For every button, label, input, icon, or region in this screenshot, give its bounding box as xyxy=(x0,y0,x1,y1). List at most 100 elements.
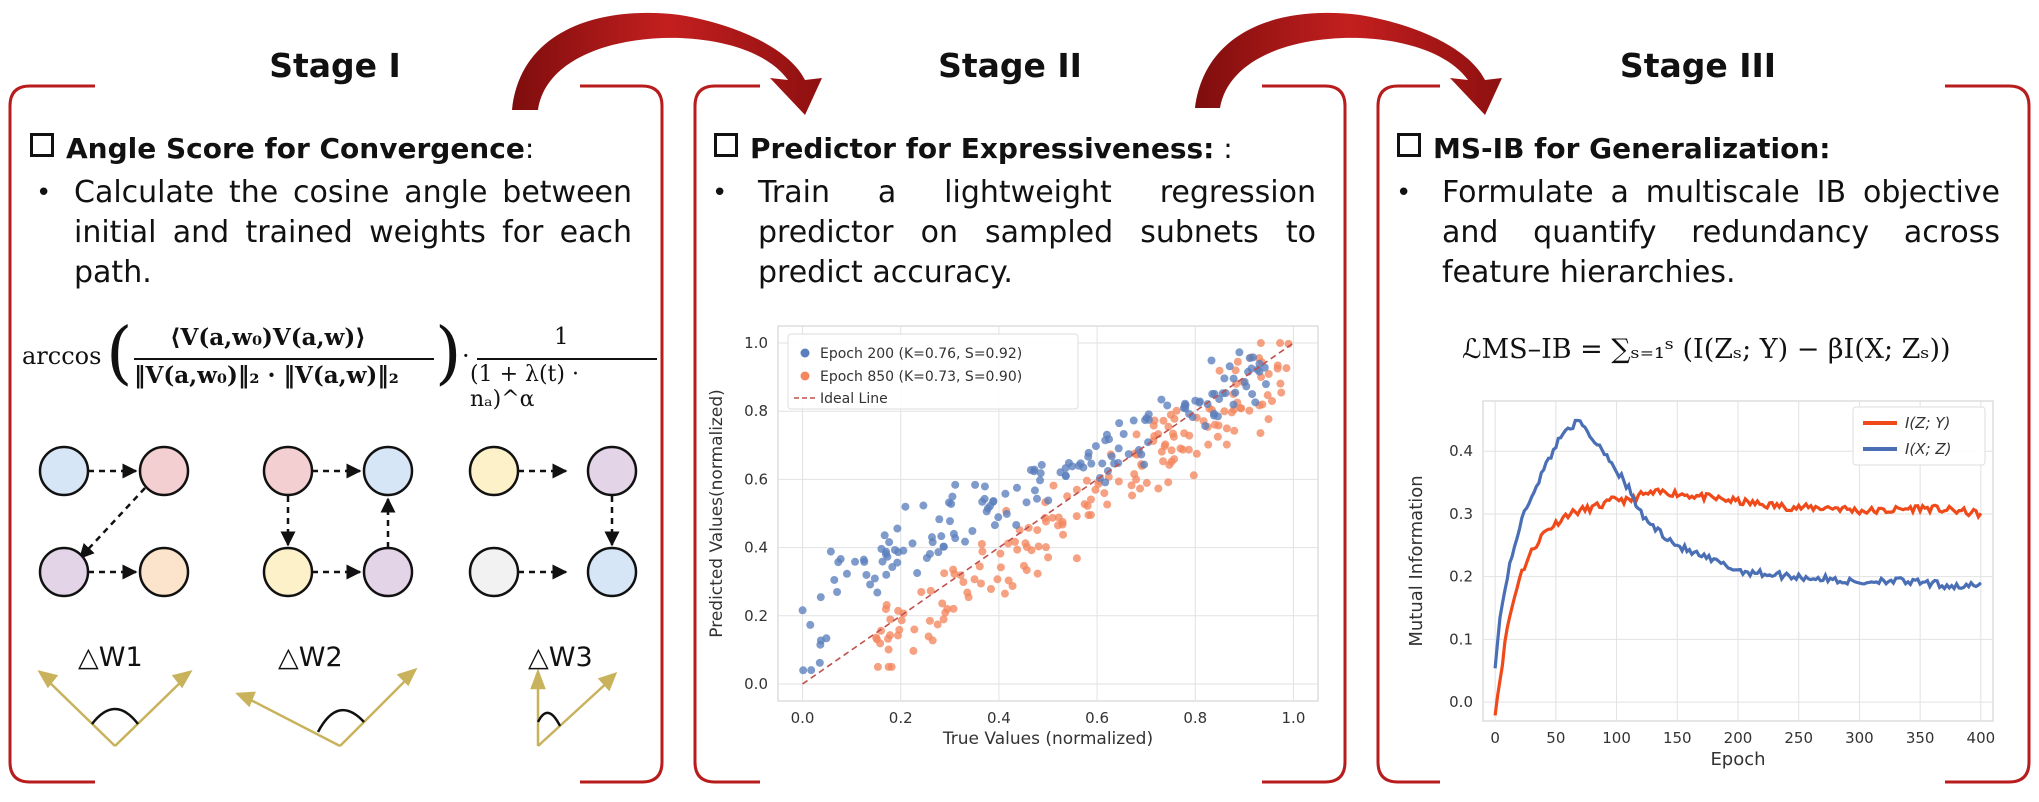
stage-1-title: Stage I xyxy=(269,46,401,85)
scatter-point-epoch-200 xyxy=(908,539,917,548)
y-axis-label: Predicted Values(normalized) xyxy=(707,389,727,637)
scatter-point-epoch-200 xyxy=(1022,498,1031,507)
scatter-point-epoch-850 xyxy=(949,565,958,574)
scatter-point-epoch-850 xyxy=(1049,481,1058,490)
y-tick-label: 0.2 xyxy=(1449,568,1473,586)
scatter-point-epoch-200 xyxy=(1229,374,1238,383)
scatter-point-epoch-850 xyxy=(928,636,937,645)
y-tick-label: 1.0 xyxy=(744,334,768,352)
scatter-point-epoch-200 xyxy=(1215,395,1224,404)
scatter-point-epoch-850 xyxy=(1072,512,1081,521)
scatter-point-epoch-850 xyxy=(1114,477,1123,486)
angle-arc-1 xyxy=(91,707,139,725)
scatter-point-epoch-200 xyxy=(834,558,843,567)
scatter-point-epoch-850 xyxy=(1160,442,1169,451)
scatter-point-epoch-850 xyxy=(1189,471,1198,480)
scatter-point-epoch-850 xyxy=(1227,408,1236,417)
scatter-point-epoch-200 xyxy=(928,538,937,547)
scatter-point-epoch-200 xyxy=(1107,452,1116,461)
formula-numerator: ⟨V(a,w₀)V(a,w)⟩ xyxy=(170,324,366,351)
scatter-point-epoch-200 xyxy=(1114,459,1123,468)
delta-w1-label: △W1 xyxy=(78,642,143,673)
scatter-point-epoch-850 xyxy=(977,539,986,548)
x-tick-label: 300 xyxy=(1845,729,1874,747)
panel-3-right-bracket xyxy=(1945,84,2031,784)
scatter-point-epoch-200 xyxy=(807,666,816,675)
scatter-point-epoch-850 xyxy=(939,615,948,624)
scatter-point-epoch-850 xyxy=(1264,415,1273,424)
legend-marker xyxy=(800,348,810,358)
scatter-point-epoch-850 xyxy=(1264,369,1273,378)
scatter-point-epoch-850 xyxy=(1132,430,1141,439)
scatter-point-epoch-200 xyxy=(899,546,908,555)
ms-ib-formula: ℒMS–IB = ∑ₛ₌₁ˢ (I(Zₛ; Y) − βI(X; Zₛ)) xyxy=(1462,334,1951,365)
scatter-point-epoch-850 xyxy=(1044,553,1053,562)
scatter-point-epoch-200 xyxy=(1076,459,1085,468)
scatter-point-epoch-200 xyxy=(1207,356,1216,365)
scatter-point-epoch-200 xyxy=(1101,478,1110,487)
scatter-chart: 0.0 0.2 0.4 0.6 0.8 1.0 0.0 0.2 0.4 0.6 0.8 1.0 True… xyxy=(707,325,1319,749)
scatter-point-epoch-200 xyxy=(1119,429,1128,438)
panel-2-right-bracket xyxy=(1262,84,1347,784)
scatter-point-epoch-850 xyxy=(1082,476,1091,485)
scatter-point-epoch-200 xyxy=(870,574,879,583)
delta-w2-label: △W2 xyxy=(278,642,343,673)
scatter-point-epoch-200 xyxy=(1144,438,1153,447)
scatter-point-epoch-200 xyxy=(1037,460,1046,469)
scatter-point-epoch-850 xyxy=(909,646,918,655)
scatter-point-epoch-200 xyxy=(1124,450,1133,459)
scatter-point-epoch-850 xyxy=(1273,364,1282,373)
scatter-point-epoch-200 xyxy=(919,501,928,510)
scatter-point-epoch-200 xyxy=(1203,400,1212,409)
delta-w3-label: △W3 xyxy=(528,642,593,673)
scatter-point-epoch-200 xyxy=(1098,459,1107,468)
scatter-point-epoch-850 xyxy=(1000,589,1009,598)
scatter-point-epoch-200 xyxy=(1084,452,1093,461)
scatter-point-epoch-850 xyxy=(1041,543,1050,552)
scatter-point-epoch-200 xyxy=(1255,367,1264,376)
scatter-point-epoch-200 xyxy=(1036,476,1045,485)
scatter-point-epoch-850 xyxy=(1276,339,1285,348)
x-tick-label: 250 xyxy=(1784,729,1813,747)
panel-1-right-bracket xyxy=(580,84,664,784)
x-tick-label: 0.2 xyxy=(889,709,913,727)
scatter-point-epoch-200 xyxy=(830,575,839,584)
scatter-point-epoch-850 xyxy=(964,593,973,602)
scatter-point-epoch-850 xyxy=(884,662,893,671)
scatter-point-epoch-200 xyxy=(935,515,944,524)
scatter-point-epoch-200 xyxy=(882,547,891,556)
scatter-point-epoch-200 xyxy=(893,558,902,567)
node-blue xyxy=(586,546,638,598)
scatter-point-epoch-850 xyxy=(1231,366,1240,375)
x-tick-label: 0.6 xyxy=(1085,709,1109,727)
scatter-point-epoch-200 xyxy=(1129,416,1138,425)
scatter-point-epoch-850 xyxy=(1059,530,1068,539)
scatter-point-epoch-200 xyxy=(945,517,954,526)
scatter-point-epoch-850 xyxy=(1022,543,1031,552)
mi-series-line xyxy=(1493,486,1983,716)
scatter-point-epoch-850 xyxy=(1178,445,1187,454)
scatter-point-epoch-850 xyxy=(1215,366,1224,375)
scatter-point-epoch-200 xyxy=(990,521,999,530)
scatter-point-epoch-850 xyxy=(1159,457,1168,466)
scatter-point-epoch-850 xyxy=(943,604,952,613)
scatter-point-epoch-200 xyxy=(913,569,922,578)
scatter-point-epoch-200 xyxy=(948,492,957,501)
scatter-point-epoch-850 xyxy=(1282,364,1291,373)
scatter-point-epoch-850 xyxy=(1233,357,1242,366)
scatter-point-epoch-850 xyxy=(1072,485,1081,494)
scatter-point-epoch-200 xyxy=(885,538,894,547)
scatter-point-epoch-850 xyxy=(933,620,942,629)
scatter-point-epoch-200 xyxy=(1201,422,1210,431)
scatter-point-epoch-200 xyxy=(951,534,960,543)
scatter-point-epoch-200 xyxy=(1036,469,1045,478)
scatter-point-epoch-200 xyxy=(822,634,831,643)
scatter-point-epoch-200 xyxy=(816,640,825,649)
scatter-point-epoch-850 xyxy=(1008,582,1017,591)
scatter-point-epoch-200 xyxy=(994,513,1003,522)
scatter-point-epoch-850 xyxy=(1185,431,1194,440)
legend-label: Epoch 200 (K=0.76, S=0.92) xyxy=(820,346,1022,362)
scatter-point-epoch-850 xyxy=(1263,391,1272,400)
scatter-point-epoch-850 xyxy=(884,645,893,654)
scatter-point-epoch-200 xyxy=(1001,489,1010,498)
